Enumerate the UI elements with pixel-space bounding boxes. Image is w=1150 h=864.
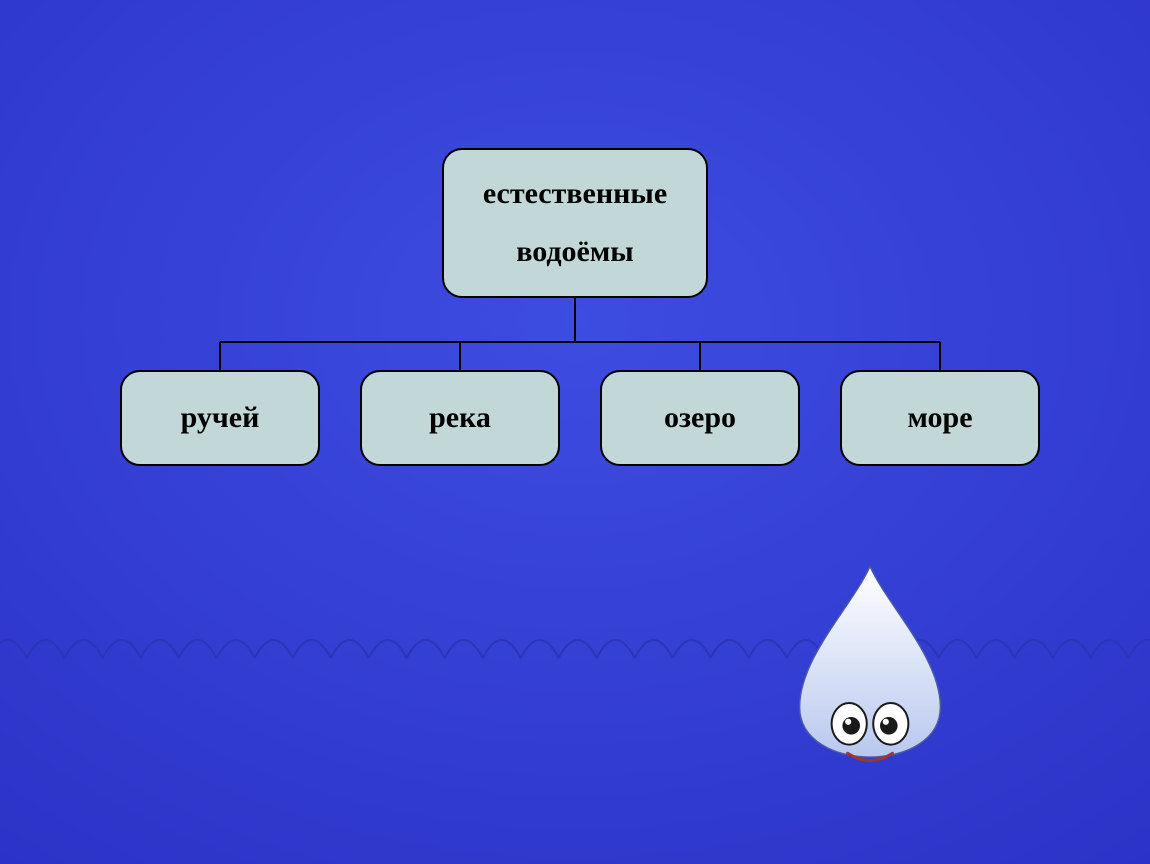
child-label: море: [907, 401, 972, 435]
child-node-1: река: [360, 370, 560, 466]
child-label: ручей: [181, 401, 260, 435]
child-node-0: ручей: [120, 370, 320, 466]
slide-stage: естественные водоёмы ручей река озеро мо…: [0, 0, 1150, 864]
child-node-2: озеро: [600, 370, 800, 466]
child-label: река: [429, 401, 491, 435]
child-label: озеро: [664, 401, 736, 435]
root-node: естественные водоёмы: [442, 148, 708, 298]
root-line1: естественные: [483, 179, 667, 209]
root-line2: водоёмы: [516, 237, 633, 267]
water-drop-icon: [790, 560, 950, 770]
child-node-3: море: [840, 370, 1040, 466]
